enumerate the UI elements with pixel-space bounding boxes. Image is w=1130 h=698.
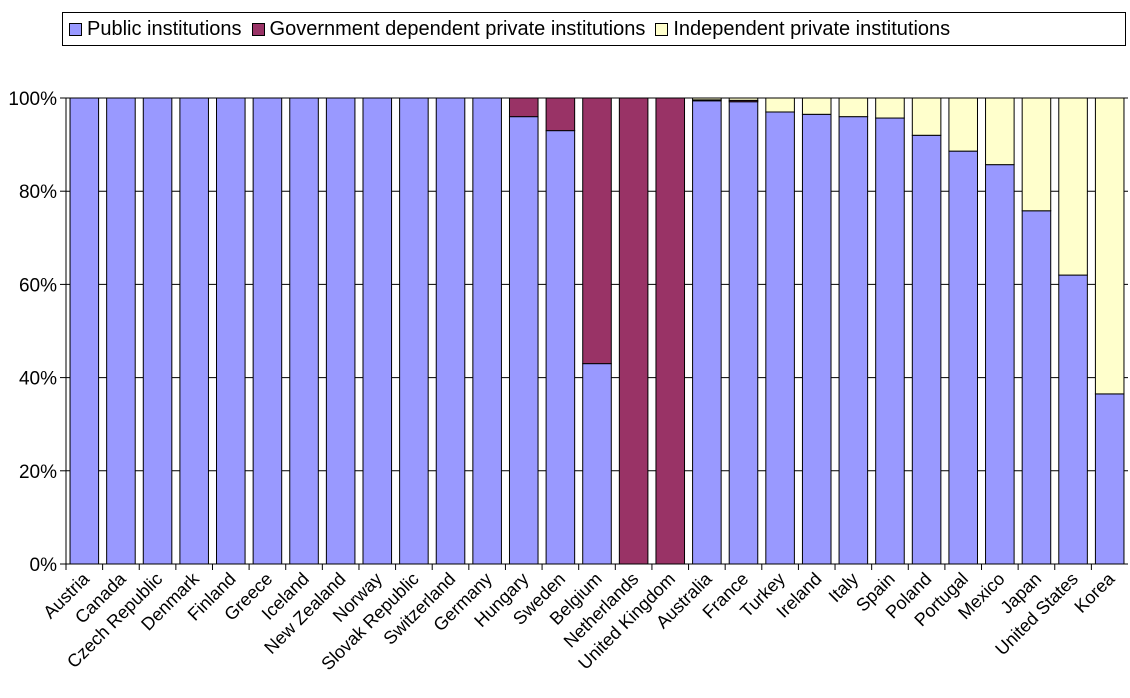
bar-segment [508, 116, 539, 565]
bar-segment [985, 97, 1015, 166]
bar-segment [765, 97, 795, 113]
y-tick-label: 100% [8, 89, 57, 110]
bar-segment [1021, 210, 1052, 565]
bar-segment [911, 97, 942, 136]
y-tick-label: 80% [19, 182, 57, 203]
bar-segment [1094, 97, 1125, 395]
bar-segment [655, 97, 686, 565]
x-tick-label: Korea [1070, 568, 1119, 617]
legend-label-public: Public institutions [87, 17, 242, 40]
bar-segment [545, 97, 576, 132]
bar-segment [179, 97, 209, 565]
bar-segment [875, 117, 905, 565]
bar-segment [728, 97, 759, 101]
legend-item-government-dependent: Government dependent private institution… [251, 17, 646, 41]
bar-segment [618, 97, 649, 565]
bar-segment [325, 97, 356, 565]
bar-segment [911, 134, 942, 565]
bar-segment [948, 97, 978, 152]
bar-segment [801, 97, 832, 115]
bar-segment [106, 97, 136, 565]
bar-segment [508, 97, 539, 118]
chart-legend: Public institutions Government dependent… [62, 12, 1126, 46]
bar-segment [582, 97, 612, 365]
bar-segment [289, 97, 319, 565]
y-tick-label: 0% [30, 555, 58, 576]
legend-item-independent: Independent private institutions [655, 18, 950, 41]
bar-segment [472, 97, 502, 565]
bar-segment [1058, 274, 1088, 565]
bar-segment [765, 111, 795, 565]
bar-segment [692, 100, 722, 565]
bar-segment [801, 113, 832, 565]
bar-segment [838, 97, 869, 118]
bar-segment [948, 150, 978, 565]
bar-segment [692, 97, 722, 101]
y-tick-label: 40% [19, 369, 57, 390]
bar-segment [399, 97, 429, 565]
bar-segment [985, 164, 1015, 565]
legend-swatch-public [69, 22, 82, 36]
bar-segment [362, 97, 393, 565]
bar-segment [216, 97, 246, 565]
y-tick-label: 60% [19, 275, 57, 296]
bar-segment [1058, 97, 1088, 276]
bar-segment [582, 363, 612, 565]
bar-segment [142, 97, 173, 565]
legend-label-government-dependent: Government dependent private institution… [269, 17, 646, 40]
bar-segment [252, 97, 283, 565]
bar-segment [1094, 393, 1125, 565]
bar-segment [838, 116, 869, 565]
bar-segment [545, 130, 576, 565]
legend-swatch-government-dependent [251, 22, 265, 36]
legend-item-public: Public institutions [69, 18, 242, 41]
bar-segment [69, 97, 100, 565]
y-tick-label: 20% [19, 462, 57, 483]
bar-segment [728, 101, 759, 565]
bar-segment [435, 97, 466, 565]
legend-swatch-independent [655, 22, 669, 36]
bar-segment [1021, 97, 1052, 212]
bar-segment [875, 97, 905, 119]
legend-label-independent: Independent private institutions [673, 17, 951, 40]
